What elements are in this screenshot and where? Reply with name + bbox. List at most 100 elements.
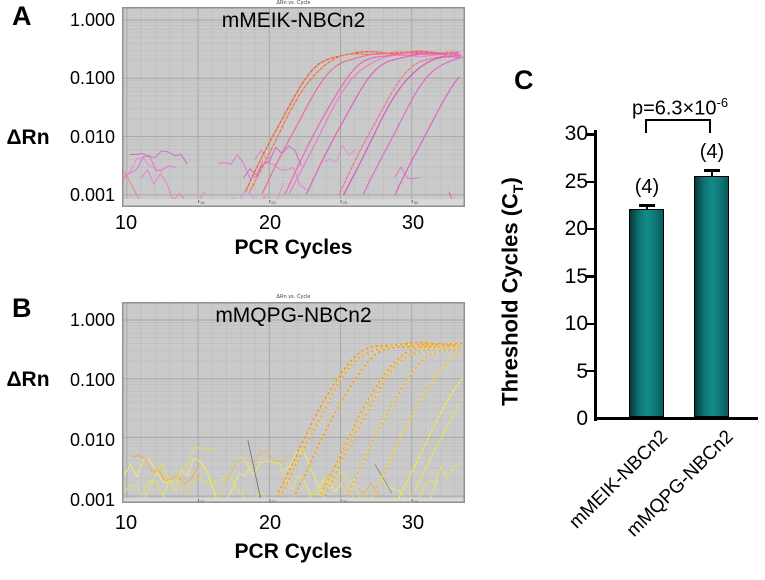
baseline-noise-trace <box>408 463 461 498</box>
panel-a-ytick-2: 0.100 <box>69 68 115 88</box>
error-bar-whisker <box>710 169 713 177</box>
amplification-curve <box>397 376 464 498</box>
panel-b-ylabel: ΔRn <box>6 368 50 391</box>
panel-c-ytick-30: 30 <box>564 122 588 145</box>
y-axis-tick-10 <box>586 322 594 326</box>
baseline-noise-trace <box>308 473 368 498</box>
panel-b-ytick-1: 1.000 <box>69 310 115 330</box>
svg-text:25: 25 <box>343 499 348 503</box>
panel-c-ylabel: Threshold Cycles (CT) <box>497 142 526 442</box>
baseline-noise <box>123 440 461 498</box>
baseline-noise-trace <box>334 471 361 498</box>
svg-text:20: 20 <box>271 499 276 503</box>
panel-a-letter: A <box>12 1 32 31</box>
baseline-noise-trace <box>380 475 439 498</box>
baseline-noise-trace <box>123 157 163 180</box>
amplification-curves <box>276 341 464 498</box>
amplification-curve-dash-overlay <box>244 50 460 193</box>
amplification-curves <box>244 50 464 196</box>
y-axis-tick-30 <box>586 133 594 136</box>
amplification-curve-dash-overlay <box>276 342 462 496</box>
plot-border <box>122 302 465 503</box>
panel-b-xlabel: PCR Cycles <box>234 540 353 563</box>
y-axis-tick-25 <box>586 180 594 183</box>
baseline-noise-trace <box>197 475 266 498</box>
axis-strip <box>123 199 464 206</box>
panel-a-ylabel: ΔRn <box>6 126 50 149</box>
amplification-plot-a: 15 20 25 30 <box>122 7 465 207</box>
baseline-noise-trace <box>180 457 252 498</box>
significance-bracket <box>645 119 711 133</box>
panel-a-title: mMEIK-NBCn2 <box>221 9 366 32</box>
p-value-exponent: -6 <box>716 95 729 110</box>
svg-text:30: 30 <box>414 499 419 503</box>
baseline-noise-trace <box>243 145 302 179</box>
amplification-curve-dash-overlay <box>280 343 461 496</box>
y-axis-tick-5 <box>586 369 594 373</box>
y-axis-tick-20 <box>586 227 594 231</box>
panel-c-ytick-5: 5 <box>576 359 588 383</box>
svg-text:15: 15 <box>200 499 205 503</box>
panel-b-ytick-3: 0.010 <box>69 430 115 450</box>
amplification-curve-dash-overlay <box>323 345 459 498</box>
axis-strip <box>123 498 464 502</box>
bar-mMEIK-NBCn2 <box>629 208 664 417</box>
panel-a-ytick-4: 0.001 <box>69 185 115 205</box>
panel-c-ytick-10: 10 <box>564 312 588 335</box>
baseline-noise-trace <box>123 171 140 199</box>
baseline-noise-trace <box>283 450 342 496</box>
panel-a-xtick-30: 30 <box>401 212 425 234</box>
amplification-plot-b: 15 20 25 30 <box>122 302 465 503</box>
grid: 15 20 25 30 <box>123 8 464 205</box>
baseline-noise-trace <box>357 482 400 498</box>
y-axis-line <box>594 130 597 421</box>
amplification-curve-dash-overlay <box>370 352 462 498</box>
n-label-bar-2: (4) <box>699 141 725 163</box>
baseline-noise-trace <box>448 191 453 199</box>
baseline-noise-trace <box>374 463 393 494</box>
panel-b-mini-title: ΔRn vs. Cycle <box>276 294 311 300</box>
baseline-noise-trace <box>160 467 226 498</box>
panel-c-ylabel-close: ) <box>497 177 523 185</box>
baseline-noise-trace <box>223 449 289 483</box>
panel-c-ytick-25: 25 <box>564 169 588 193</box>
amplification-curve <box>305 52 461 195</box>
baseline-noise-trace <box>140 168 206 199</box>
amplification-curve-dash-overlay <box>345 347 461 498</box>
baseline-noise-trace <box>123 154 176 178</box>
bar-chart-plot-area <box>586 130 765 422</box>
baseline-noise-trace <box>323 144 356 163</box>
panel-a-xlabel: PCR Cycles <box>234 236 353 259</box>
baseline-noise-trace <box>129 150 188 165</box>
n-label-bar-1: (4) <box>634 176 660 198</box>
panel-c-ylabel-text: Threshold Cycles (C <box>497 193 523 406</box>
y-axis-tick-15 <box>586 275 594 278</box>
baseline-noise-trace <box>247 440 261 498</box>
panel-b-xtick-10: 10 <box>114 512 138 534</box>
baseline-noise-trace <box>240 456 312 498</box>
bar-mMQPG-NBCn2 <box>694 176 729 417</box>
baseline-noise-trace <box>394 166 421 179</box>
svg-text:25: 25 <box>343 200 348 205</box>
panel-c-letter: C <box>514 65 534 95</box>
panel-b-letter: B <box>12 293 32 323</box>
amplification-curve <box>414 402 460 492</box>
amplification-curve <box>362 56 464 195</box>
panel-b-xtick-30: 30 <box>401 512 425 534</box>
panel-b-title: mMQPG-NBCn2 <box>215 304 372 327</box>
svg-text:30: 30 <box>414 200 419 205</box>
panel-c-ytick-15: 15 <box>564 264 588 288</box>
error-bar-cap <box>638 204 655 207</box>
panel-c-ylabel-sub: T <box>509 184 526 194</box>
error-bar-cap <box>703 169 720 172</box>
svg-text:20: 20 <box>271 200 276 205</box>
amplification-curve <box>342 56 464 196</box>
amplification-curve <box>288 53 459 195</box>
baseline-noise-trace <box>232 182 284 199</box>
panel-b-ytick-2: 0.100 <box>69 370 115 390</box>
p-value-label: p=6.3×10-6 <box>600 91 760 120</box>
panel-a-xtick-10: 10 <box>114 212 138 234</box>
panel-c-ytick-20: 20 <box>564 217 588 240</box>
panel-a-ytick-3: 0.010 <box>69 127 115 147</box>
amplification-curve-dash-overlay <box>338 53 459 195</box>
